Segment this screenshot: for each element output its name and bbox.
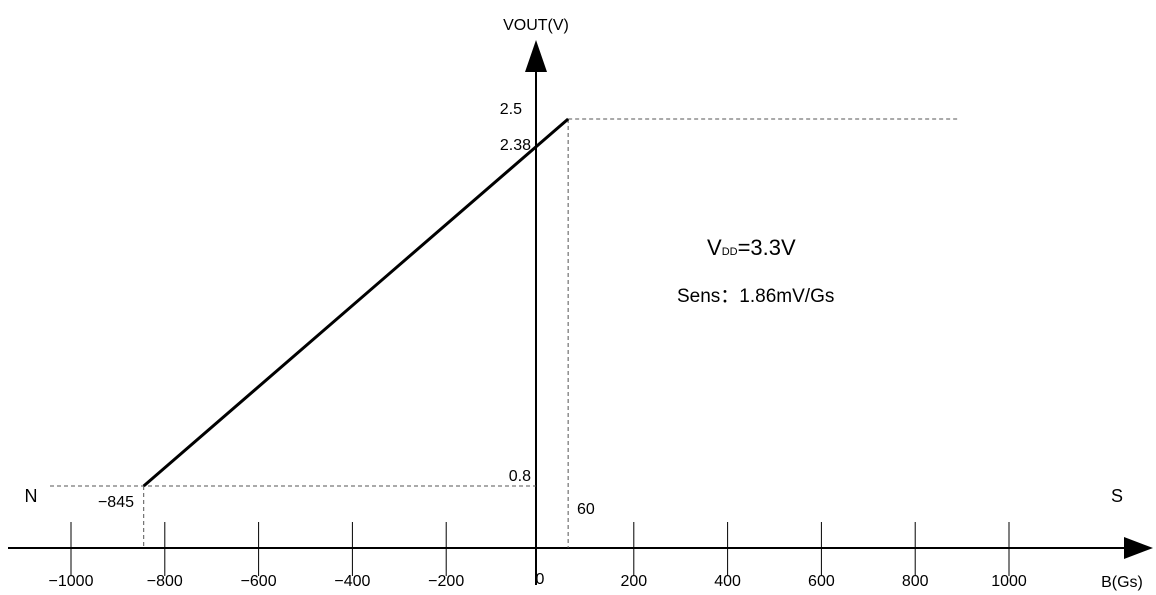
vdd-annotation: VDD=3.3V [707, 235, 796, 260]
x-axis-title: B(Gs) [1101, 574, 1143, 591]
origin-tick-label: 0 [536, 571, 545, 588]
vdd-prefix: V [707, 235, 722, 260]
vdd-subscript: DD [722, 246, 738, 258]
x-tick-label: −200 [428, 573, 464, 590]
x-tick-label: −400 [334, 573, 370, 590]
x-tick-label: 200 [620, 573, 647, 590]
y-high-label: 2.5 [500, 101, 522, 118]
y-intercept-label: 2.38 [500, 137, 531, 154]
x-tick-label: −600 [241, 573, 277, 590]
x-tick-label: 400 [714, 573, 741, 590]
x-tick-label: −1000 [49, 573, 94, 590]
x-tick-label: 800 [902, 573, 929, 590]
x-tick-label: 600 [808, 573, 835, 590]
south-pole-label: S [1111, 486, 1123, 506]
y-axis-title: VOUT(V) [503, 17, 569, 34]
reference-lines [50, 118, 960, 548]
x-low-label: −845 [98, 494, 134, 511]
y-low-label: 0.8 [509, 468, 531, 485]
x-axis-arrow [1124, 537, 1153, 559]
vdd-value: =3.3V [738, 235, 796, 260]
x-tick-label: 1000 [991, 573, 1027, 590]
series-line [142, 117, 570, 488]
axes [8, 40, 1153, 585]
sensitivity-annotation: Sens：1.86mV/Gs [677, 286, 834, 307]
series-group [142, 117, 570, 488]
x-high-label: 60 [577, 501, 595, 518]
y-axis-arrow [525, 40, 547, 72]
north-pole-label: N [25, 486, 38, 506]
x-ticks: −1000 −800 −600 −400 −200 200 400 600 800 1000 [49, 522, 1027, 590]
x-tick-label: −800 [147, 573, 183, 590]
